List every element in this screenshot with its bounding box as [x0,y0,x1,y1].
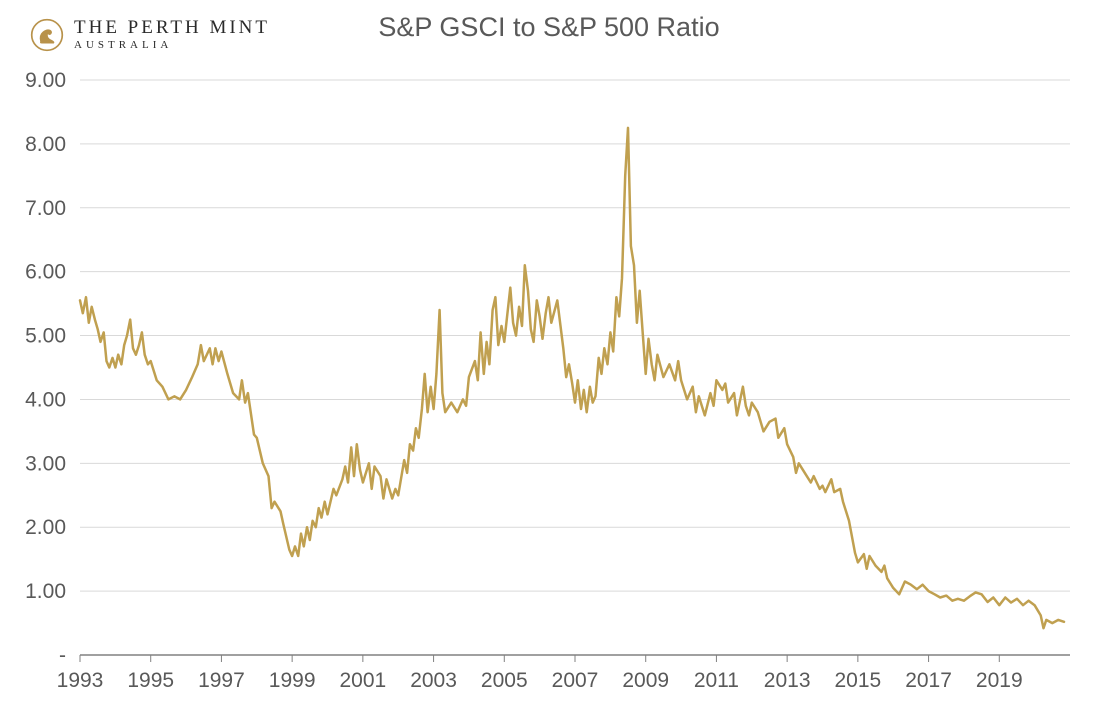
svg-text:1999: 1999 [269,669,316,692]
svg-text:2007: 2007 [552,669,599,692]
svg-text:2001: 2001 [339,669,386,692]
svg-text:2013: 2013 [764,669,811,692]
svg-text:-: - [59,644,66,667]
svg-text:2.00: 2.00 [25,516,66,539]
svg-text:2015: 2015 [834,669,881,692]
svg-text:2017: 2017 [905,669,952,692]
svg-text:4.00: 4.00 [25,388,66,411]
line-chart: - 1.00 2.00 3.00 4.00 5.00 6.00 7.00 8.00 9.00 199… [0,0,1098,726]
svg-text:5.00: 5.00 [25,325,66,348]
svg-text:8.00: 8.00 [25,133,66,156]
svg-text:1993: 1993 [57,669,104,692]
svg-text:2011: 2011 [694,669,739,692]
svg-text:1997: 1997 [198,669,245,692]
svg-text:1.00: 1.00 [25,580,66,603]
svg-text:1995: 1995 [127,669,174,692]
svg-text:2009: 2009 [622,669,669,692]
svg-text:2019: 2019 [976,669,1023,692]
svg-text:2003: 2003 [410,669,457,692]
svg-text:3.00: 3.00 [25,452,66,475]
svg-text:6.00: 6.00 [25,261,66,284]
svg-text:7.00: 7.00 [25,197,66,220]
chart-container: THE PERTH MINT AUSTRALIA S&P GSCI to S&P… [0,0,1098,726]
ratio-series [80,128,1064,628]
svg-text:2005: 2005 [481,669,528,692]
svg-text:9.00: 9.00 [25,69,66,92]
